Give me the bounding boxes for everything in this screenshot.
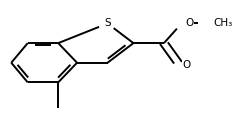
Text: S: S <box>104 18 111 29</box>
Text: O: O <box>183 60 191 70</box>
Text: CH₃: CH₃ <box>213 18 233 28</box>
Text: O: O <box>185 18 193 28</box>
